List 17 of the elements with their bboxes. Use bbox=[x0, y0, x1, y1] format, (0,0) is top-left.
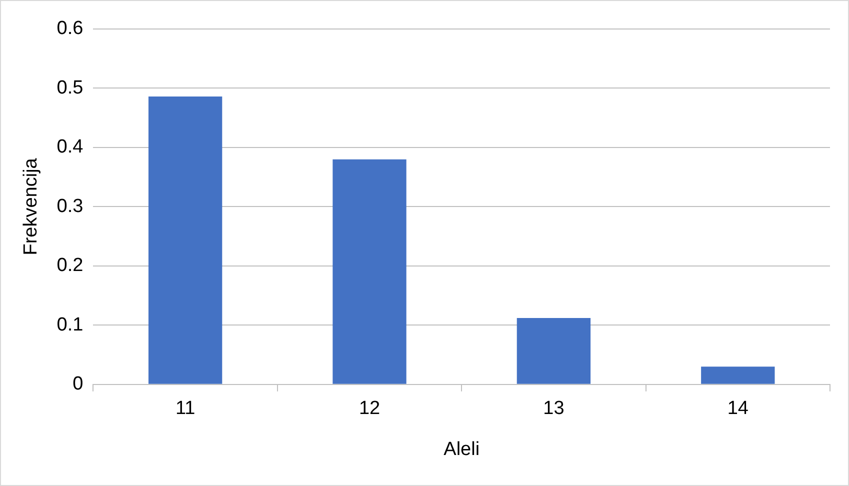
y-tick-label: 0.5 bbox=[56, 77, 84, 98]
bar bbox=[701, 366, 775, 384]
y-tick-label: 0.6 bbox=[56, 18, 84, 40]
x-axis-title: Aleli bbox=[444, 438, 480, 460]
bar bbox=[148, 96, 222, 384]
y-tick-label: 0 bbox=[72, 374, 84, 395]
y-tick-label: 0.2 bbox=[56, 255, 84, 276]
x-tick-label: 13 bbox=[543, 398, 564, 420]
y-tick-label: 0.3 bbox=[56, 196, 84, 217]
y-axis-title: Frekvencija bbox=[20, 158, 42, 256]
y-tick-label: 0.4 bbox=[56, 136, 84, 158]
bar bbox=[332, 159, 406, 384]
x-tick-label: 12 bbox=[358, 398, 380, 420]
bar bbox=[516, 318, 591, 384]
x-tick-label: 11 bbox=[175, 398, 196, 420]
y-tick-label: 0.1 bbox=[56, 314, 84, 336]
x-tick-label: 14 bbox=[727, 398, 749, 420]
